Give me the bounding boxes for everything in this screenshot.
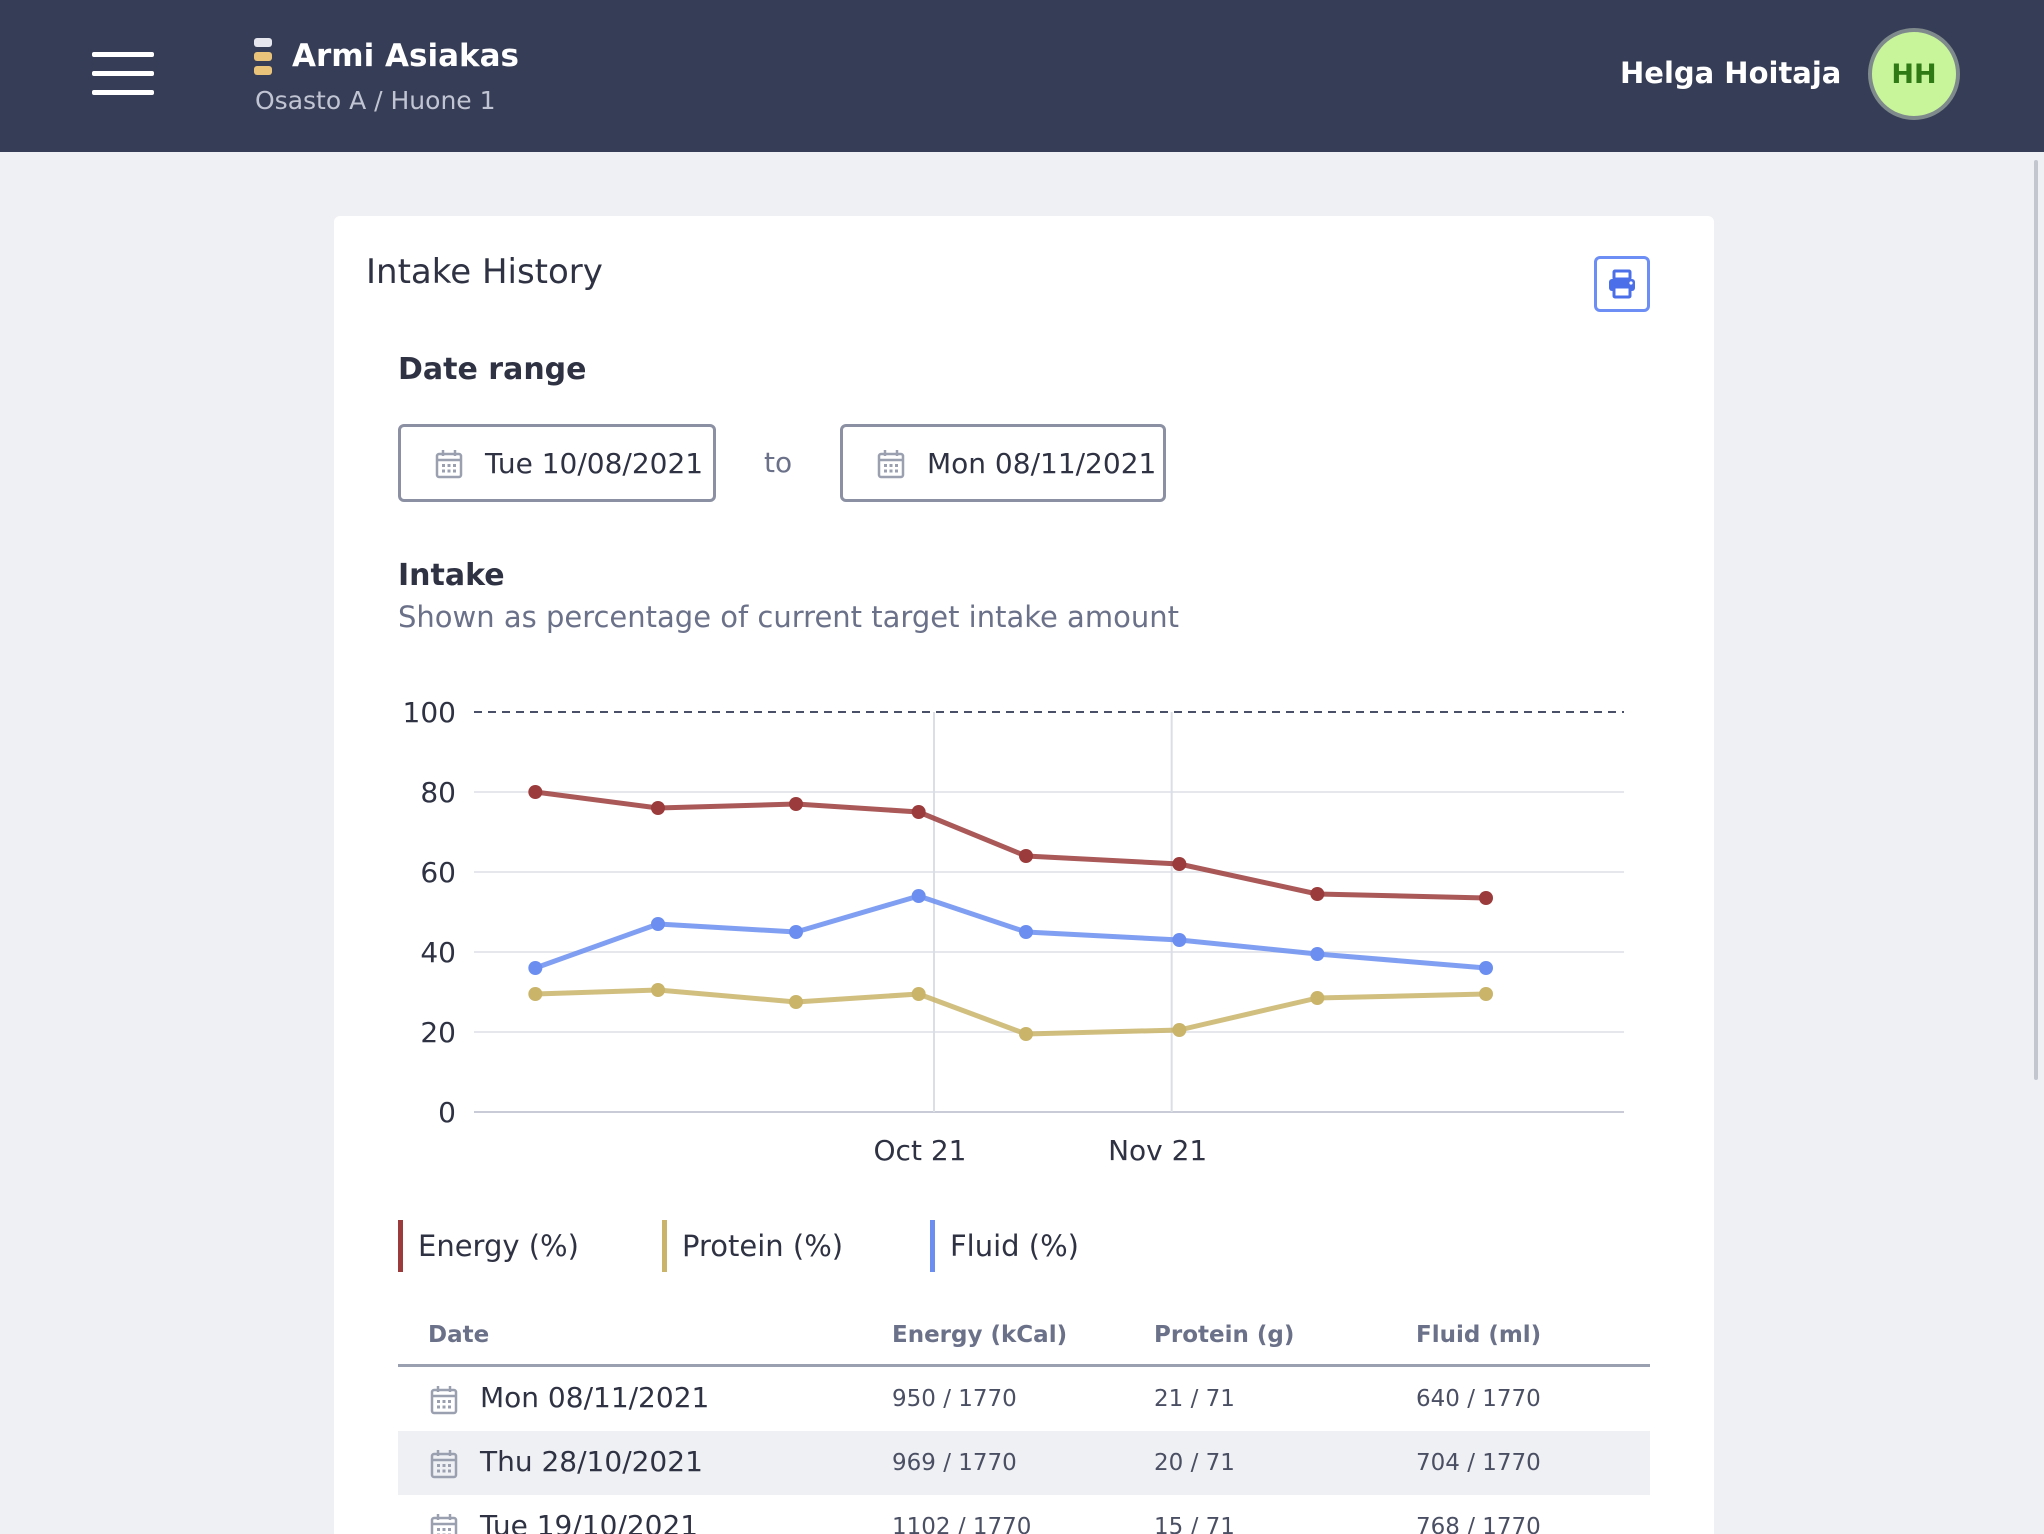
data-point (1019, 849, 1033, 863)
data-point (1479, 961, 1493, 975)
data-point (1172, 857, 1187, 871)
date-from-field[interactable]: Tue 10/08/2021 (398, 424, 716, 502)
patient-status-icon (254, 38, 272, 76)
y-tick-label: 60 (420, 856, 456, 889)
print-button[interactable] (1594, 256, 1650, 312)
legend-label: Energy (%) (418, 1229, 579, 1263)
row-energy: 969 / 1770 (892, 1450, 1017, 1476)
data-point (1172, 933, 1187, 947)
patient-location: Osasto A / Huone 1 (255, 86, 496, 115)
legend-item: Energy (%) (398, 1220, 579, 1272)
y-tick-label: 80 (420, 776, 456, 809)
data-point (1172, 1023, 1187, 1037)
intake-subtitle: Shown as percentage of current target in… (398, 600, 1179, 634)
table-header-divider (398, 1364, 1650, 1367)
table-row[interactable]: Tue 19/10/2021 1102 / 1770 15 / 71 768 / 17… (398, 1495, 1650, 1534)
user-name[interactable]: Helga Hoitaja (1620, 56, 1842, 90)
intake-chart: 0 20 40 60 80 100 Oct 21 Nov 21 (403, 696, 1624, 1167)
legend-swatch (398, 1220, 403, 1272)
row-fluid: 640 / 1770 (1416, 1386, 1541, 1412)
avatar[interactable]: HH (1868, 28, 1960, 120)
date-from-value: Tue 10/08/2021 (485, 447, 704, 480)
data-point (911, 987, 926, 1001)
legend-item: Fluid (%) (930, 1220, 1079, 1272)
data-point (651, 917, 665, 931)
legend-label: Fluid (%) (950, 1229, 1079, 1263)
data-point (1019, 925, 1033, 939)
legend-label: Protein (%) (682, 1229, 844, 1263)
calendar-icon (435, 450, 463, 479)
table-header-date: Date (428, 1322, 490, 1348)
row-protein: 15 / 71 (1154, 1514, 1235, 1534)
table-row[interactable]: Thu 28/10/2021 969 / 1770 20 / 71 704 / 177… (398, 1431, 1650, 1495)
data-point (528, 785, 543, 799)
row-fluid: 704 / 1770 (1416, 1450, 1541, 1476)
series-line-2 (534, 893, 1487, 971)
calendar-icon (430, 1386, 458, 1415)
data-point (1310, 947, 1325, 961)
data-point (651, 801, 665, 815)
table-header-protein: Protein (g) (1154, 1322, 1295, 1348)
legend-swatch (662, 1220, 667, 1272)
row-date: Thu 28/10/2021 (480, 1445, 703, 1478)
data-point (911, 805, 926, 819)
data-point (1310, 887, 1325, 901)
series-line-0 (535, 789, 1487, 901)
data-point (911, 889, 926, 903)
table-header-fluid: Fluid (ml) (1416, 1322, 1542, 1348)
legend-swatch (930, 1220, 935, 1272)
patient-name[interactable]: Armi Asiakas (292, 38, 519, 74)
row-date: Mon 08/11/2021 (480, 1381, 710, 1414)
data-point (528, 987, 543, 1001)
date-range-label: Date range (398, 352, 587, 387)
page-title: Intake History (366, 252, 603, 292)
series-line-1 (535, 987, 1487, 1037)
date-to-value: Mon 08/11/2021 (927, 447, 1157, 480)
intake-history-card: Intake History Date range Tue 10/08/2021… (334, 216, 1714, 1534)
scrollbar[interactable] (2034, 160, 2038, 1080)
data-point (789, 995, 803, 1009)
data-point (528, 961, 543, 975)
intake-label: Intake (398, 558, 505, 593)
top-bar: Armi Asiakas Osasto A / Huone 1 Helga Ho… (0, 0, 2044, 152)
date-to-field[interactable]: Mon 08/11/2021 (840, 424, 1166, 502)
data-point (789, 797, 803, 811)
date-range-to-label: to (764, 446, 793, 479)
calendar-icon (430, 1514, 458, 1534)
legend-item: Protein (%) (662, 1220, 843, 1272)
table-header-energy: Energy (kCal) (892, 1322, 1068, 1348)
row-date: Tue 19/10/2021 (480, 1509, 699, 1534)
row-fluid: 768 / 1770 (1416, 1514, 1541, 1534)
row-energy: 950 / 1770 (892, 1386, 1017, 1412)
calendar-icon (430, 1450, 458, 1479)
row-protein: 20 / 71 (1154, 1450, 1235, 1476)
row-energy: 1102 / 1770 (892, 1514, 1032, 1534)
y-tick-label: 0 (438, 1096, 456, 1129)
data-point (789, 925, 803, 939)
data-point (1310, 991, 1325, 1005)
data-point (1479, 891, 1493, 905)
y-tick-label: 100 (403, 696, 456, 729)
printer-icon (1609, 269, 1635, 299)
hamburger-menu-icon[interactable] (92, 52, 154, 96)
y-tick-label: 20 (420, 1016, 456, 1049)
data-point (651, 983, 665, 997)
data-point (1479, 987, 1493, 1001)
y-tick-label: 40 (420, 936, 456, 969)
x-tick-label: Oct 21 (874, 1134, 967, 1167)
x-tick-label: Nov 21 (1108, 1134, 1207, 1167)
data-point (1019, 1027, 1033, 1041)
calendar-icon (877, 450, 905, 479)
table-row[interactable]: Mon 08/11/2021 950 / 1770 21 / 71 640 / 177… (398, 1367, 1650, 1431)
row-protein: 21 / 71 (1154, 1386, 1235, 1412)
